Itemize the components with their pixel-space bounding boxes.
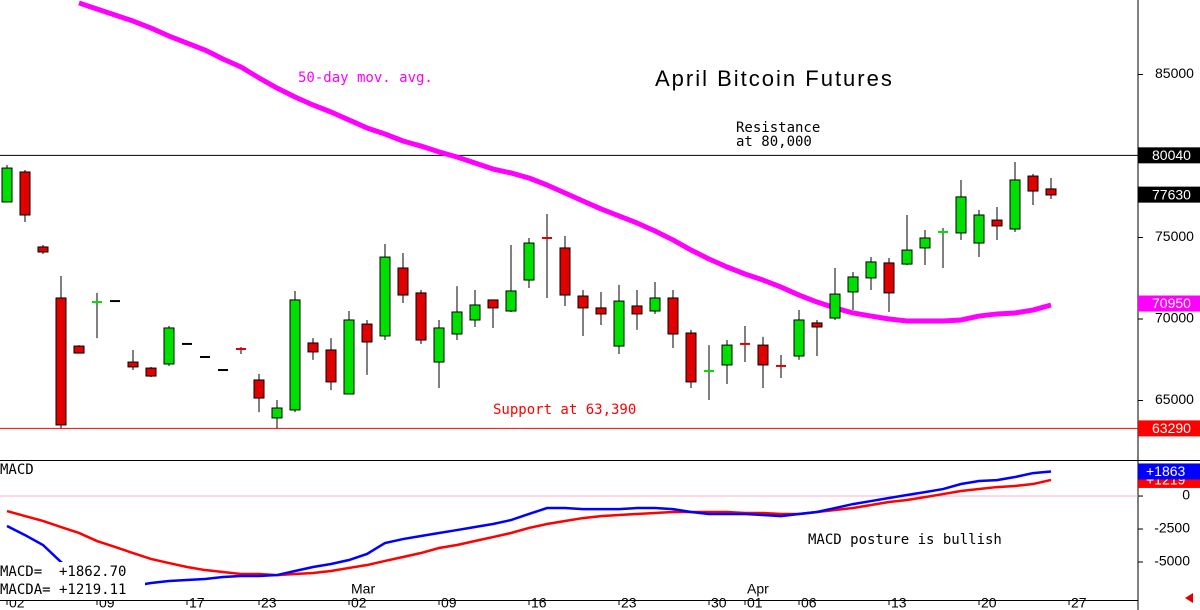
candle-body bbox=[55, 297, 67, 426]
candle-body bbox=[955, 196, 967, 234]
candle-body bbox=[505, 290, 517, 312]
month-label: Mar bbox=[351, 581, 375, 597]
value-tag-label: +1863 bbox=[1146, 463, 1186, 479]
month-label: Apr bbox=[747, 581, 769, 597]
x-tick-label: 09 bbox=[441, 595, 457, 610]
candle-body bbox=[559, 247, 571, 296]
candle-body bbox=[253, 379, 265, 399]
candle-body bbox=[469, 304, 481, 321]
candle-body bbox=[631, 305, 643, 315]
candle-body bbox=[325, 349, 337, 383]
candle-body bbox=[649, 297, 661, 312]
candle-body bbox=[919, 237, 931, 249]
y-tick-label: 85000 bbox=[1155, 65, 1194, 81]
candle-body bbox=[667, 297, 679, 335]
candle-body bbox=[487, 299, 499, 309]
y-tick-label: -5000 bbox=[1154, 553, 1190, 569]
readout: MACD= +1862.70 bbox=[0, 564, 126, 580]
nav-arrow bbox=[1185, 593, 1193, 603]
price-tag bbox=[1138, 420, 1200, 437]
macd-line bbox=[6, 478, 1052, 577]
macd-title: MACD bbox=[0, 462, 34, 478]
resistance-note: at 80,000 bbox=[736, 134, 812, 150]
candle-body bbox=[127, 361, 139, 368]
candle-body bbox=[811, 322, 823, 328]
price-tag-label: 63290 bbox=[1152, 420, 1191, 436]
ma-label: 50-day mov. avg. bbox=[298, 70, 433, 86]
x-tick-label: 30 bbox=[711, 595, 727, 610]
x-tick-label: 17 bbox=[189, 595, 205, 610]
candle-body bbox=[145, 367, 157, 377]
x-tick-label: 06 bbox=[801, 595, 817, 610]
candle-body bbox=[991, 219, 1003, 227]
x-tick-label: 23 bbox=[261, 595, 277, 610]
x-tick-label: 02 bbox=[351, 595, 367, 610]
candle-body bbox=[379, 256, 391, 337]
candle-body bbox=[289, 299, 301, 411]
x-tick-label: 23 bbox=[621, 595, 637, 610]
macd-note: MACD posture is bullish bbox=[808, 532, 1002, 548]
chart-title: April Bitcoin Futures bbox=[655, 66, 894, 91]
x-tick-label: 01 bbox=[747, 595, 763, 610]
candle-body bbox=[1027, 175, 1039, 192]
candle-body bbox=[829, 293, 841, 319]
price-tag-label: 70950 bbox=[1152, 295, 1191, 311]
candle-body bbox=[1, 167, 13, 203]
candle-body bbox=[685, 332, 697, 383]
candle-body bbox=[1009, 179, 1021, 230]
support-note: Support at 63,390 bbox=[493, 402, 636, 418]
y-tick-label: 0 bbox=[1182, 487, 1190, 503]
x-tick-label: 13 bbox=[891, 595, 907, 610]
resistance-note: Resistance bbox=[736, 120, 820, 136]
candle-body bbox=[883, 262, 895, 294]
y-tick-label: -2500 bbox=[1154, 520, 1190, 536]
x-tick-label: 20 bbox=[981, 595, 997, 610]
candle-body bbox=[595, 307, 607, 315]
candle-body bbox=[757, 344, 769, 366]
candle-body bbox=[865, 261, 877, 279]
price-tag-label: 80040 bbox=[1152, 147, 1191, 163]
price-tag bbox=[1138, 186, 1200, 203]
macd-line bbox=[6, 470, 1052, 588]
candle-body bbox=[973, 214, 985, 244]
candle-body bbox=[523, 242, 535, 281]
candle-body bbox=[19, 171, 31, 216]
candle-body bbox=[163, 327, 175, 365]
candle-body bbox=[721, 344, 733, 366]
candle-body bbox=[1045, 188, 1057, 196]
axis-layer: 65000 70000 75000 85000 80040 77630 70950 63290… bbox=[6, 65, 1200, 610]
price-tag-label: 77630 bbox=[1152, 186, 1191, 202]
value-tag bbox=[1138, 463, 1200, 480]
price-tag bbox=[1138, 147, 1200, 164]
candle-body bbox=[307, 342, 319, 353]
candle-body bbox=[37, 246, 49, 253]
x-tick-label: 16 bbox=[531, 595, 547, 610]
candle-body bbox=[361, 323, 373, 343]
candle-body bbox=[343, 319, 355, 395]
readout-box bbox=[0, 562, 145, 600]
candle-body bbox=[271, 407, 283, 419]
x-tick-label: 27 bbox=[1071, 595, 1087, 610]
y-tick-label: 70000 bbox=[1155, 310, 1194, 326]
moving-average bbox=[78, 0, 1052, 324]
macd-plot bbox=[0, 470, 1138, 588]
candle-body bbox=[847, 276, 859, 293]
candle-body bbox=[901, 249, 913, 265]
candle-body bbox=[433, 327, 445, 363]
y-tick-label: 65000 bbox=[1155, 391, 1194, 407]
candle-body bbox=[397, 267, 409, 296]
price-plot bbox=[0, 0, 1138, 429]
candle-body bbox=[577, 295, 589, 309]
candle-body bbox=[73, 345, 85, 354]
price-tag bbox=[1138, 295, 1200, 312]
y-tick-label: 75000 bbox=[1155, 228, 1194, 244]
candle-body bbox=[451, 311, 463, 335]
candle-body bbox=[415, 292, 427, 341]
readout: MACDA= +1219.11 bbox=[0, 582, 126, 598]
candle-body bbox=[793, 319, 805, 357]
candle-body bbox=[613, 300, 625, 347]
